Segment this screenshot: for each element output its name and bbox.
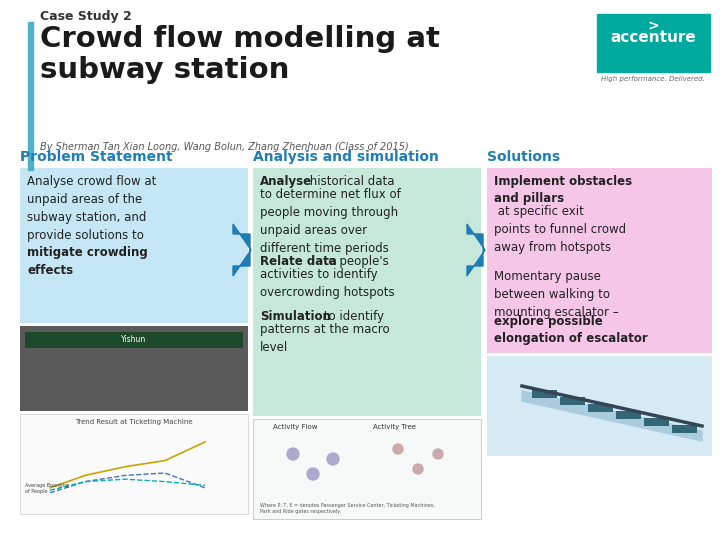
Circle shape bbox=[307, 468, 319, 480]
Bar bbox=[25, 332, 243, 348]
Bar bbox=[20, 326, 248, 411]
Text: patterns at the macro
level: patterns at the macro level bbox=[260, 323, 390, 354]
Text: Analyse: Analyse bbox=[260, 175, 312, 188]
Bar bbox=[644, 418, 669, 426]
Text: Activity Tree: Activity Tree bbox=[373, 424, 416, 430]
Polygon shape bbox=[233, 224, 251, 276]
Text: Solutions: Solutions bbox=[487, 150, 560, 164]
Text: Activity Flow: Activity Flow bbox=[273, 424, 318, 430]
Text: mitigate crowding
effects: mitigate crowding effects bbox=[27, 246, 148, 277]
Bar bbox=[672, 425, 697, 433]
Text: to people's: to people's bbox=[320, 255, 389, 268]
Text: explore possible
elongation of escalator: explore possible elongation of escalator bbox=[494, 315, 648, 345]
Text: Implement obstacles
and pillars: Implement obstacles and pillars bbox=[494, 175, 632, 205]
Polygon shape bbox=[467, 224, 485, 276]
Text: High performance. Delivered.: High performance. Delivered. bbox=[601, 76, 705, 82]
Bar bbox=[20, 414, 248, 514]
Circle shape bbox=[327, 453, 339, 465]
Text: to identify: to identify bbox=[320, 310, 384, 323]
Bar bbox=[487, 356, 712, 456]
Polygon shape bbox=[522, 391, 702, 441]
Bar bbox=[487, 168, 712, 353]
Bar bbox=[560, 397, 585, 405]
Bar bbox=[253, 168, 481, 416]
Text: Relate data: Relate data bbox=[260, 255, 337, 268]
Circle shape bbox=[413, 464, 423, 474]
Bar bbox=[20, 168, 248, 323]
Text: >: > bbox=[647, 19, 659, 33]
Text: accenture: accenture bbox=[610, 30, 696, 45]
Circle shape bbox=[287, 448, 299, 460]
Bar bbox=[588, 404, 613, 412]
Circle shape bbox=[433, 449, 443, 459]
Text: Where P, T, E = denotes Passenger Service Center, Ticketing Machines,
Park and R: Where P, T, E = denotes Passenger Servic… bbox=[260, 503, 435, 514]
Text: Analysis and simulation: Analysis and simulation bbox=[253, 150, 439, 164]
Text: to determine net flux of
people moving through
unpaid areas over
different time : to determine net flux of people moving t… bbox=[260, 188, 401, 255]
Text: Trend Result at Ticketing Machine: Trend Result at Ticketing Machine bbox=[75, 419, 193, 425]
Text: By Sherman Tan Xian Loong, Wang Bolun, Zhang Zhenhuan (Class of 2015): By Sherman Tan Xian Loong, Wang Bolun, Z… bbox=[40, 142, 409, 152]
Circle shape bbox=[393, 444, 403, 454]
Text: Case Study 2: Case Study 2 bbox=[40, 10, 132, 23]
Text: Crowd flow modelling at
subway station: Crowd flow modelling at subway station bbox=[40, 25, 440, 84]
Text: historical data: historical data bbox=[306, 175, 395, 188]
Bar bbox=[28, 22, 33, 170]
Text: Problem Statement: Problem Statement bbox=[20, 150, 173, 164]
Bar bbox=[253, 419, 481, 519]
Bar bbox=[532, 390, 557, 398]
Text: Yishun: Yishun bbox=[122, 335, 147, 345]
Text: Momentary pause
between walking to
mounting escalator –: Momentary pause between walking to mount… bbox=[494, 270, 618, 319]
Text: Average Boarding
of People: Average Boarding of People bbox=[25, 483, 69, 494]
Text: at specific exit
points to funnel crowd
away from hotspots: at specific exit points to funnel crowd … bbox=[494, 205, 626, 254]
Text: activities to identify
overcrowding hotspots: activities to identify overcrowding hots… bbox=[260, 268, 395, 299]
Bar bbox=[597, 14, 710, 72]
Text: Simulation: Simulation bbox=[260, 310, 331, 323]
Bar bbox=[616, 411, 641, 419]
Text: Analyse crowd flow at
unpaid areas of the
subway station, and
provide solutions : Analyse crowd flow at unpaid areas of th… bbox=[27, 175, 156, 242]
